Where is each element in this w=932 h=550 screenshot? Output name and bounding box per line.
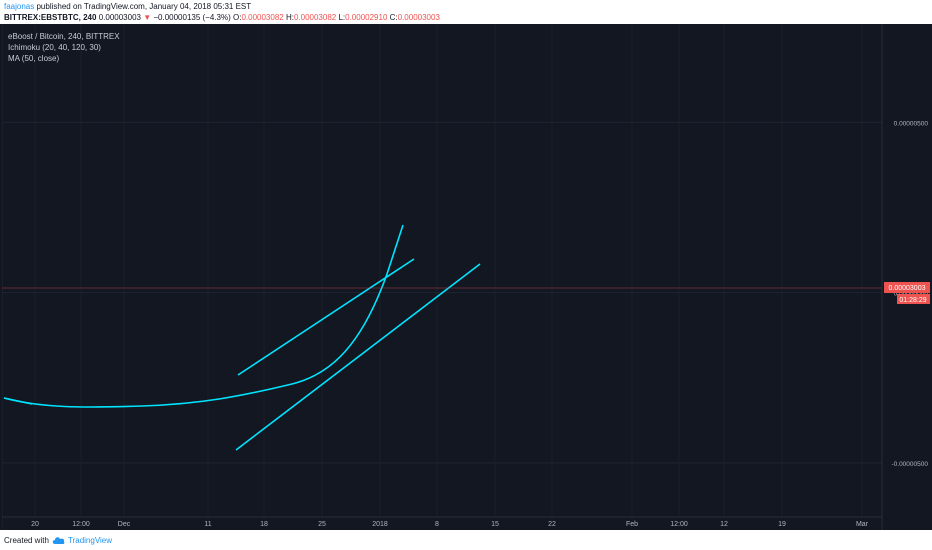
- x-tick-label: 18: [260, 521, 268, 528]
- header-bar: faajonas published on TradingView.com, J…: [0, 0, 932, 24]
- x-tick-label: 19: [778, 521, 786, 528]
- x-tick-label: Mar: [856, 521, 869, 528]
- open-value: 0.00003082: [241, 13, 284, 22]
- x-tick-label: 11: [204, 521, 211, 528]
- legend-ma[interactable]: MA (50, close): [8, 54, 60, 63]
- parabolic-curve: [3, 224, 404, 408]
- x-tick-label: 20: [31, 521, 39, 528]
- upper-channel-line: [237, 258, 415, 376]
- ohlc-line: BITTREX:EBSTBTC, 240 0.00003003 ▼ −0.000…: [4, 13, 440, 22]
- x-tick-label: 15: [491, 521, 499, 528]
- chart-legend: eBoost / Bitcoin, 240, BITTREX Ichimoku …: [8, 31, 120, 64]
- countdown-tag: [897, 294, 930, 304]
- y-tick-label: -0.00000500: [891, 461, 928, 468]
- legend-ichimoku[interactable]: Ichimoku (20, 40, 120, 30): [8, 43, 101, 52]
- footer: Created with TradingView: [0, 530, 932, 550]
- x-tick-label: 12:00: [72, 521, 90, 528]
- open-label: O:: [233, 13, 242, 22]
- publish-text: published on TradingView.com, January 04…: [34, 2, 252, 11]
- x-tick-label: 8: [435, 521, 439, 528]
- price-tag: [884, 282, 930, 293]
- publish-line: faajonas published on TradingView.com, J…: [4, 2, 251, 11]
- x-tick-label: 25: [318, 521, 326, 528]
- low-label: L:: [338, 13, 346, 22]
- price-axis[interactable]: 0.000070000.000065000.000060000.00005500…: [891, 24, 928, 468]
- countdown-value: 01:28:29: [899, 297, 926, 304]
- x-tick-label: Feb: [626, 521, 638, 528]
- time-axis[interactable]: 20 12:00 Dec 11 18 25 2018 8 15 22 Feb 12:00 12 19 Mar: [31, 521, 869, 528]
- x-tick-label: 22: [548, 521, 556, 528]
- y-tick-label: 0.00000500: [894, 120, 929, 127]
- low-value: 0.00002910: [345, 13, 388, 22]
- legend-title[interactable]: eBoost / Bitcoin, 240, BITTREX: [8, 32, 120, 41]
- tradingview-brand-link[interactable]: TradingView: [68, 536, 113, 545]
- lower-channel-line: [235, 263, 481, 451]
- down-arrow-icon: ▼: [143, 13, 152, 22]
- price-change: −0.00000135 (−4.3%): [153, 13, 231, 22]
- close-value: 0.00003003: [397, 13, 440, 22]
- author-link[interactable]: faajonas: [4, 2, 35, 11]
- x-tick-label: 12: [720, 521, 728, 528]
- chart-area[interactable]: [0, 24, 932, 530]
- created-with-text: Created with: [4, 536, 49, 545]
- chart-svg[interactable]: 0.000070000.000065000.000060000.00005500…: [2, 24, 932, 530]
- high-value: 0.00003082: [293, 13, 337, 22]
- x-tick-label: 12:00: [670, 521, 688, 528]
- last-price: 0.00003003: [98, 13, 141, 22]
- tradingview-cloud-icon: [52, 537, 65, 544]
- close-label: C:: [389, 13, 398, 22]
- price-tag-value: 0.00003003: [889, 285, 926, 292]
- x-tick-label: 2018: [372, 521, 388, 528]
- gridlines: [2, 24, 882, 517]
- high-label: H:: [285, 13, 294, 22]
- symbol-label: BITTREX:EBSTBTC, 240: [4, 13, 97, 22]
- x-tick-label: Dec: [118, 521, 131, 528]
- trendlines: [3, 224, 481, 451]
